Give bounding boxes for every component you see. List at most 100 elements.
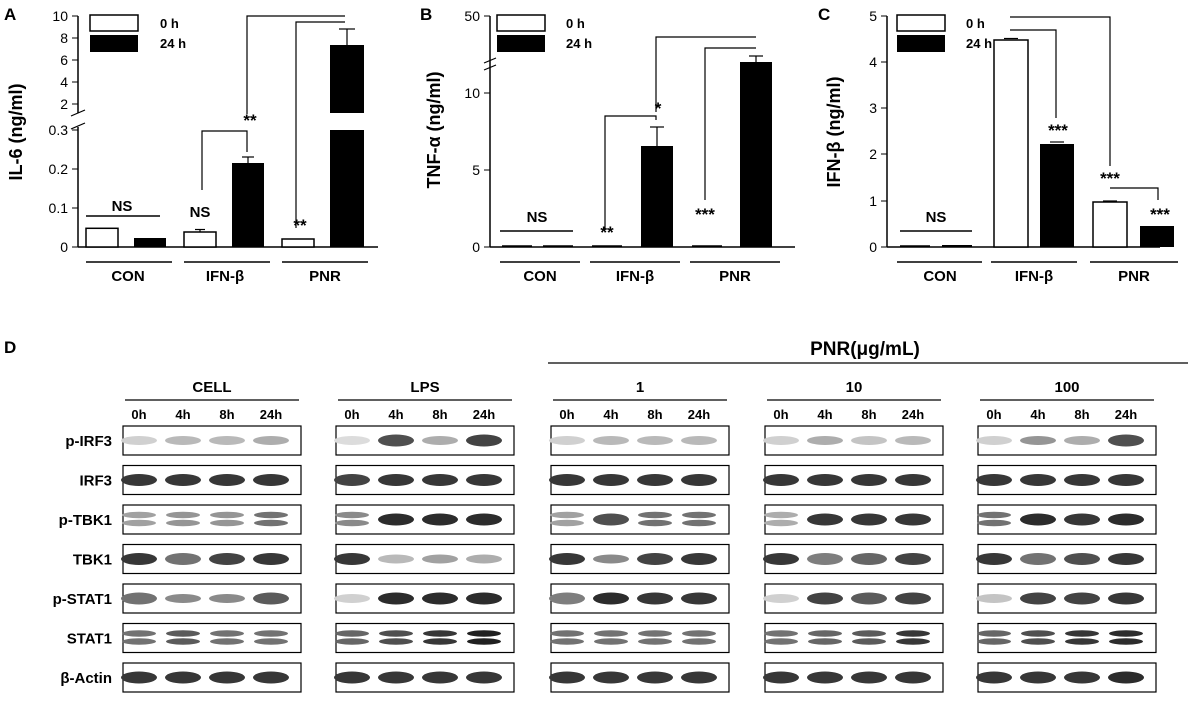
chart-a-ytick: 0.3 xyxy=(49,122,69,138)
sig-b-ifn-label: * xyxy=(655,99,662,118)
chart-b-break-mark xyxy=(483,64,497,71)
blot-box xyxy=(550,622,730,654)
blot-band xyxy=(638,511,672,519)
blot-timepoint-label: 24h xyxy=(902,407,924,422)
blot-band xyxy=(550,630,584,637)
sig-a-ifn-label: ** xyxy=(243,111,257,130)
blot-band xyxy=(1108,553,1144,565)
sig-b-ifn-0h-label: ** xyxy=(600,223,614,242)
blot-band xyxy=(1020,513,1056,526)
blot-band xyxy=(807,592,843,605)
blot-band xyxy=(763,553,799,565)
blot-band xyxy=(210,630,244,637)
sig-b-pnr-bracket-2 xyxy=(704,47,756,200)
blot-protein-label: TBK1 xyxy=(73,552,112,569)
sig-a-ifn-bracket xyxy=(201,130,248,190)
bar-a-pnr-24h-lower xyxy=(330,130,364,247)
blot-band xyxy=(851,553,887,565)
chart-a-category-ifn: IFN-β xyxy=(206,268,244,285)
chart-c-ytick: 2 xyxy=(869,146,877,162)
blot-box xyxy=(122,504,302,535)
chart-b: TNF-α (ng/ml) 50 10 5 0 0 h 24 h NS xyxy=(424,8,795,285)
blot-band xyxy=(681,671,717,684)
blot-band xyxy=(378,592,414,605)
blot-band xyxy=(334,436,370,445)
chart-a-ylabel: IL-6 (ng/ml) xyxy=(6,84,26,181)
blot-band xyxy=(253,474,289,486)
blot-band xyxy=(550,519,584,527)
blot-pnr-header: PNR(μg/mL) xyxy=(810,339,920,360)
blot-timepoint-label: 8h xyxy=(861,407,876,422)
blot-band xyxy=(209,474,245,486)
chart-b-ytick: 5 xyxy=(472,162,480,178)
blot-band xyxy=(637,671,673,684)
blot-band xyxy=(1109,638,1143,645)
blot-band xyxy=(895,553,931,565)
blot-band xyxy=(976,671,1012,684)
blot-band xyxy=(807,553,843,565)
sig-a-pnr-bracket-1 xyxy=(246,15,345,114)
chart-c-ytick: 1 xyxy=(869,193,877,209)
blot-band xyxy=(1021,630,1055,637)
blot-band xyxy=(852,630,886,637)
chart-c-ylabel: IFN-β (ng/ml) xyxy=(824,77,844,188)
chart-c-bars xyxy=(900,37,1174,248)
chart-c-legend-label-0h: 0 h xyxy=(966,16,985,31)
blot-band xyxy=(379,638,413,645)
blot-band xyxy=(165,436,201,445)
sig-a-pnr-bracket-2 xyxy=(295,21,345,228)
blot-timepoint-label: 0h xyxy=(559,407,574,422)
blot-band xyxy=(851,474,887,486)
blot-band xyxy=(253,592,289,605)
blot-band xyxy=(378,474,414,486)
blot-band xyxy=(976,436,1012,445)
blot-band xyxy=(637,592,673,605)
chart-c: IFN-β (ng/ml) 5 4 3 2 1 0 0 h 24 h NS xyxy=(824,8,1178,285)
chart-a-legend-swatch-0h xyxy=(89,14,139,32)
blot-band xyxy=(166,519,200,527)
blot-protein-label: p-STAT1 xyxy=(53,591,112,608)
blot-group-label: 100 xyxy=(1054,379,1079,396)
blot-band xyxy=(422,671,458,684)
blot-band xyxy=(1020,436,1056,445)
blot-band xyxy=(209,436,245,445)
blot-band xyxy=(334,594,370,603)
chart-c-legend-label-24h: 24 h xyxy=(966,36,992,51)
sig-c-pnr-0h-label: *** xyxy=(1100,169,1120,188)
chart-a-break-mark xyxy=(70,109,86,117)
blot-band xyxy=(254,638,288,645)
blot-band xyxy=(637,474,673,486)
blot-timepoint-label: 8h xyxy=(219,407,234,422)
blot-band xyxy=(423,638,457,645)
blot-band xyxy=(895,592,931,605)
blot-band xyxy=(121,474,157,486)
blot-band xyxy=(423,630,457,637)
blot-band xyxy=(253,436,289,445)
chart-c-category-ifn: IFN-β xyxy=(1015,268,1053,285)
blot-band xyxy=(682,511,716,519)
blot-band xyxy=(1064,592,1100,605)
blot-band xyxy=(638,638,672,645)
chart-a-legend-swatch-24h xyxy=(90,35,138,52)
chart-a-ytick: 8 xyxy=(60,30,68,46)
bar-a-ifn-0h xyxy=(183,231,217,248)
sig-b-pnr-0h-label: *** xyxy=(695,205,715,224)
blot-band xyxy=(378,434,414,447)
chart-b-legend-label-24h: 24 h xyxy=(566,36,592,51)
blot-band xyxy=(335,511,369,519)
blot-box xyxy=(122,622,302,654)
blot-band xyxy=(422,592,458,605)
sig-b-ifn-bracket xyxy=(604,115,657,230)
blot-band xyxy=(593,592,629,605)
blot-timepoint-label: 0h xyxy=(773,407,788,422)
chart-b-category-ifn: IFN-β xyxy=(616,268,654,285)
blot-band xyxy=(763,671,799,684)
chart-c-legend-swatch-0h xyxy=(896,14,946,32)
blot-band xyxy=(549,436,585,445)
chart-b-legend-label-0h: 0 h xyxy=(566,16,585,31)
chart-b-bars xyxy=(502,55,772,247)
blot-band xyxy=(637,553,673,565)
panel-letter-a: A xyxy=(4,5,16,24)
blot-band xyxy=(378,513,414,526)
chart-a-bars xyxy=(85,28,364,248)
